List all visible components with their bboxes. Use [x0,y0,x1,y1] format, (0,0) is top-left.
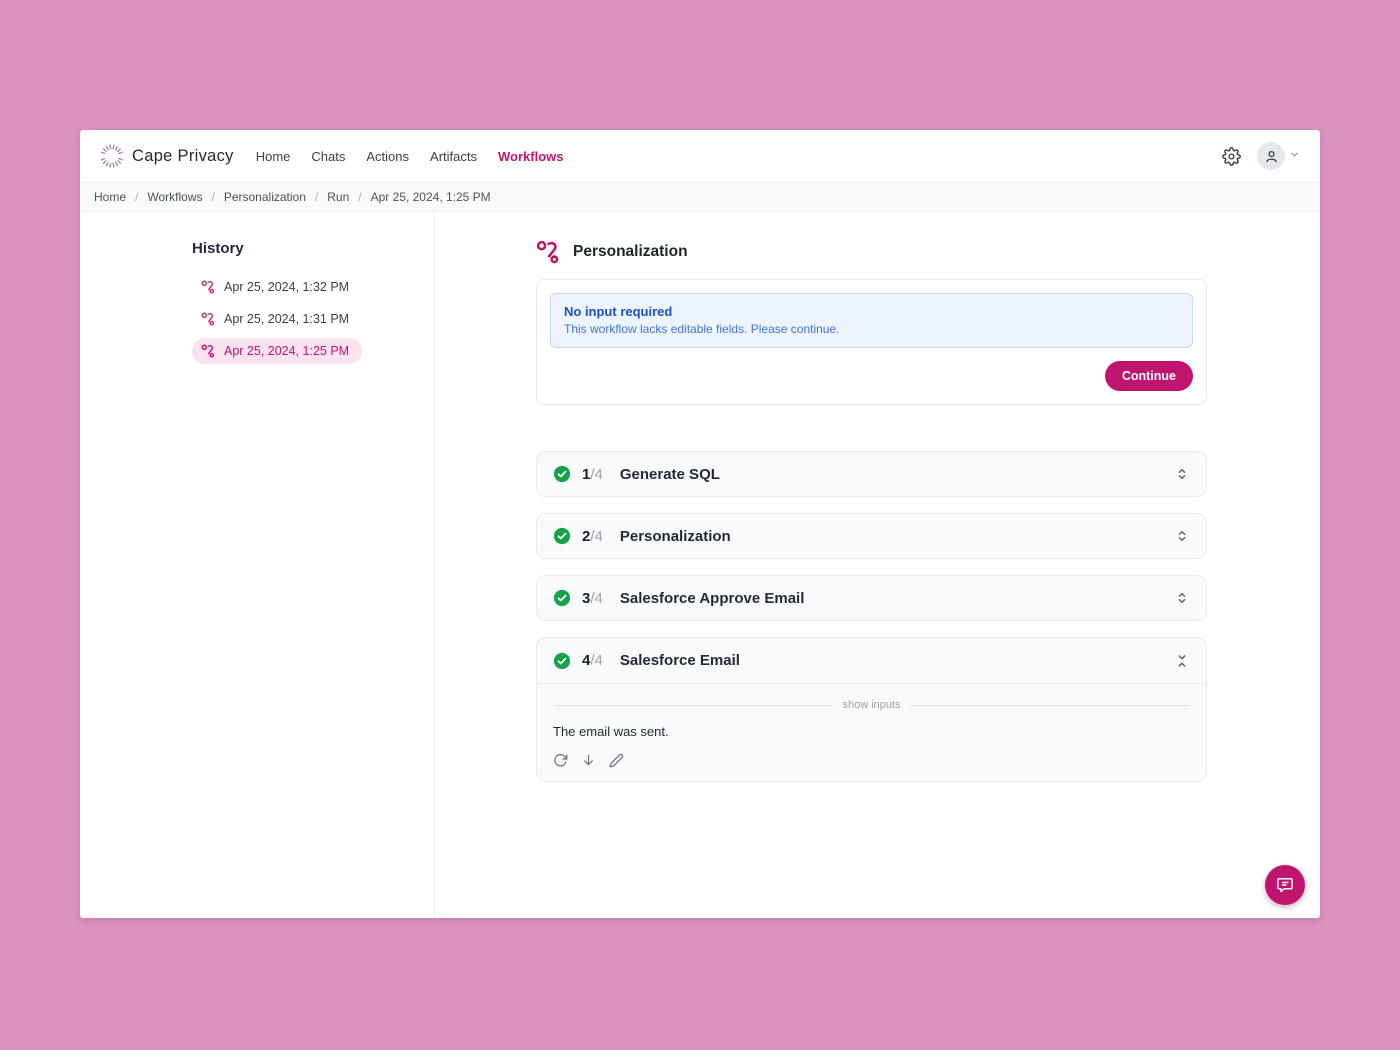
show-inputs-toggle[interactable]: show inputs [553,699,1190,711]
brand-name: Cape Privacy [132,146,234,165]
step-body: show inputs The email was sent. [537,684,1206,781]
check-circle-icon [553,527,571,545]
history-item[interactable]: Apr 25, 2024, 1:32 PM [192,274,362,300]
content-column: No input required This workflow lacks ed… [536,279,1207,782]
app-window: Cape Privacy Home Chats Actions Artifact… [80,130,1320,918]
download-arrow-icon[interactable] [581,753,596,768]
expand-step-icon[interactable] [1174,528,1190,544]
page-title: Personalization [573,243,688,260]
check-circle-icon [553,589,571,607]
expand-step-icon[interactable] [1174,466,1190,482]
nav-item-chats[interactable]: Chats [311,148,346,164]
nav-item-home[interactable]: Home [255,148,291,164]
step-card-salesforce-email: 4/4 Salesforce Email show inputs The ema… [536,637,1207,782]
retry-refresh-icon[interactable] [553,753,568,768]
workflow-run-icon [201,344,215,358]
chevron-down-icon [1289,147,1300,165]
continue-button[interactable]: Continue [1104,361,1193,391]
step-label: Generate SQL [619,465,720,483]
show-inputs-label: show inputs [842,699,901,711]
breadcrumb-home[interactable]: Home [94,190,127,204]
step-number: 1/4 [582,465,603,483]
divider-line [553,704,833,706]
breadcrumb-current-run-timestamp: Apr 25, 2024, 1:25 PM [370,190,491,204]
breadcrumb-separator: / [211,190,215,204]
history-item-label: Apr 25, 2024, 1:32 PM [224,280,350,294]
history-sidebar: History Apr 25, 2024, 1:32 PM Apr 25, 20… [80,212,435,918]
settings-gear-icon[interactable] [1222,146,1241,166]
workflow-run-icon [201,312,215,326]
breadcrumb-separator: / [314,190,319,204]
chat-fab-button[interactable] [1265,865,1305,905]
page-body: History Apr 25, 2024, 1:32 PM Apr 25, 20… [80,212,1320,918]
workflow-title-row: Personalization [536,240,1320,264]
top-navbar: Cape Privacy Home Chats Actions Artifact… [80,130,1320,182]
nav-item-artifacts[interactable]: Artifacts [430,148,477,164]
input-notice-card: No input required This workflow lacks ed… [536,279,1207,405]
step-label: Salesforce Approve Email [619,589,805,607]
breadcrumb-run[interactable]: Run [327,190,350,204]
history-item-selected[interactable]: Apr 25, 2024, 1:25 PM [192,338,363,364]
main-nav: Home Chats Actions Artifacts Workflows [256,149,564,164]
step-label: Personalization [619,527,731,545]
check-circle-icon [553,652,571,670]
step-number: 3/4 [582,589,603,607]
breadcrumb-workflows[interactable]: Workflows [147,190,203,204]
breadcrumb-separator: / [358,190,362,204]
header-actions [1222,142,1300,170]
check-circle-icon [553,465,571,483]
step-number: 2/4 [582,527,603,545]
user-menu[interactable] [1257,142,1300,170]
chat-bubble-icon [1275,875,1295,895]
brand-logo[interactable]: Cape Privacy [100,144,234,168]
step-row-salesforce-approve-email[interactable]: 3/4 Salesforce Approve Email [536,575,1207,621]
history-heading: History [192,240,244,257]
no-input-required-banner: No input required This workflow lacks ed… [550,293,1193,348]
nav-item-workflows[interactable]: Workflows [498,148,564,164]
history-item[interactable]: Apr 25, 2024, 1:31 PM [192,306,362,332]
edit-pencil-icon[interactable] [609,753,624,768]
notice-title: No input required [564,304,673,319]
output-action-bar [553,753,1190,768]
step-row-generate-sql[interactable]: 1/4 Generate SQL [536,451,1207,497]
history-item-label: Apr 25, 2024, 1:31 PM [224,312,350,326]
notice-body: This workflow lacks editable fields. Ple… [564,322,840,336]
workflow-icon [536,240,560,264]
notice-actions: Continue [550,361,1193,391]
main-content: Personalization No input required This w… [435,212,1320,918]
step-number: 4/4 [582,652,603,669]
collapse-step-icon[interactable] [1174,653,1190,669]
step-label: Salesforce Email [619,652,740,669]
step-output-text: The email was sent. [553,724,669,739]
cape-spinner-logo-icon [100,144,124,168]
breadcrumb-personalization[interactable]: Personalization [223,190,306,204]
user-avatar-icon [1257,142,1285,170]
workflow-run-icon [201,280,215,294]
history-item-label: Apr 25, 2024, 1:25 PM [224,344,350,358]
step-header-salesforce-email[interactable]: 4/4 Salesforce Email [537,638,1206,684]
breadcrumb: Home / Workflows / Personalization / Run… [80,182,1320,212]
divider-line [910,704,1190,706]
expand-step-icon[interactable] [1174,590,1190,606]
step-row-personalization[interactable]: 2/4 Personalization [536,513,1207,559]
nav-item-actions[interactable]: Actions [366,148,410,164]
breadcrumb-separator: / [135,190,139,204]
